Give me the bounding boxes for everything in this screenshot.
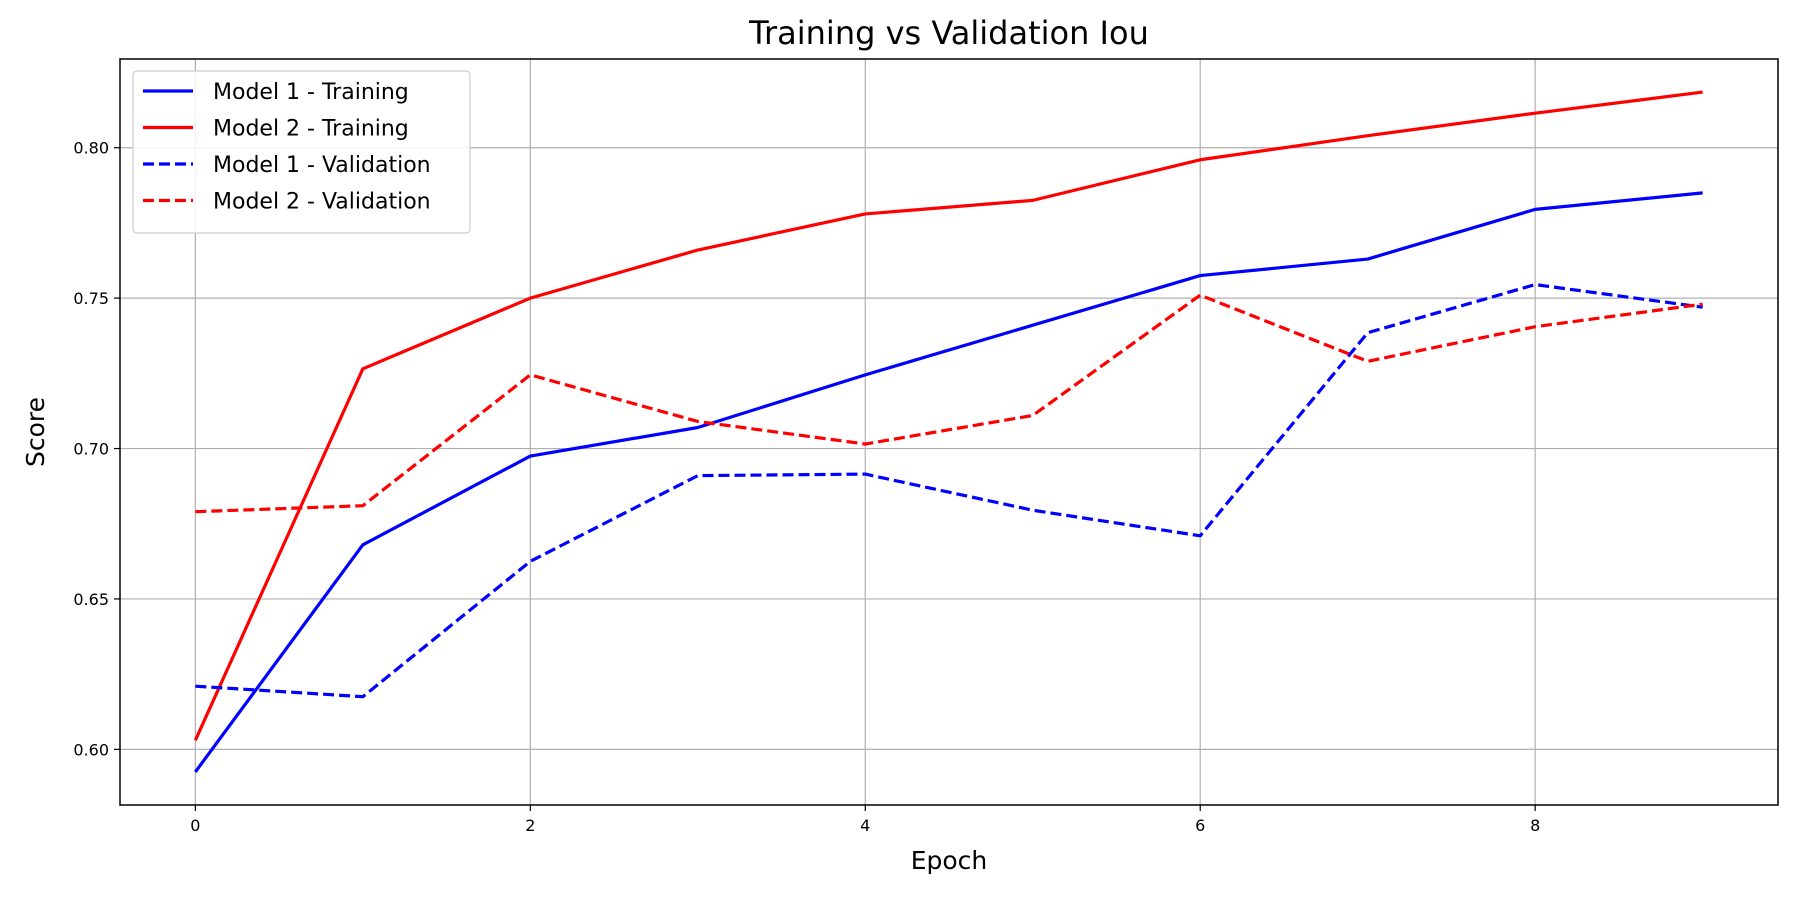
y-tick-label: 0.65	[73, 590, 109, 609]
legend-label: Model 1 - Validation	[213, 153, 431, 178]
legend-label: Model 2 - Training	[213, 117, 409, 142]
x-axis-label: Epoch	[911, 846, 988, 875]
legend-label: Model 1 - Training	[213, 80, 409, 105]
x-tick-label: 4	[860, 816, 870, 835]
grid	[120, 59, 1778, 805]
series-line	[193, 90, 1703, 741]
x-tick-label: 6	[1195, 816, 1205, 835]
y-axis-label: Score	[21, 397, 50, 467]
series-layer	[193, 90, 1703, 773]
ticks: 0 2 4 6 8 0.60 0.65 0.70 0.75 0.80	[73, 139, 1540, 835]
legend: Model 1 - Training Model 2 - Training Mode…	[132, 70, 471, 234]
series-line	[195, 283, 1703, 699]
x-tick-label: 8	[1530, 816, 1540, 835]
legend-label: Model 2 - Validation	[213, 190, 431, 215]
series-line	[194, 191, 1703, 773]
chart-title: Training vs Validation Iou	[748, 14, 1149, 52]
x-tick-label: 0	[190, 816, 200, 835]
legend-box	[132, 70, 471, 234]
y-tick-label: 0.70	[73, 440, 109, 459]
y-tick-label: 0.80	[73, 139, 109, 158]
y-tick-label: 0.60	[73, 740, 109, 759]
series-line	[195, 293, 1703, 514]
y-tick-label: 0.75	[73, 289, 109, 308]
plot-frame	[119, 58, 1779, 806]
x-tick-label: 2	[525, 816, 535, 835]
